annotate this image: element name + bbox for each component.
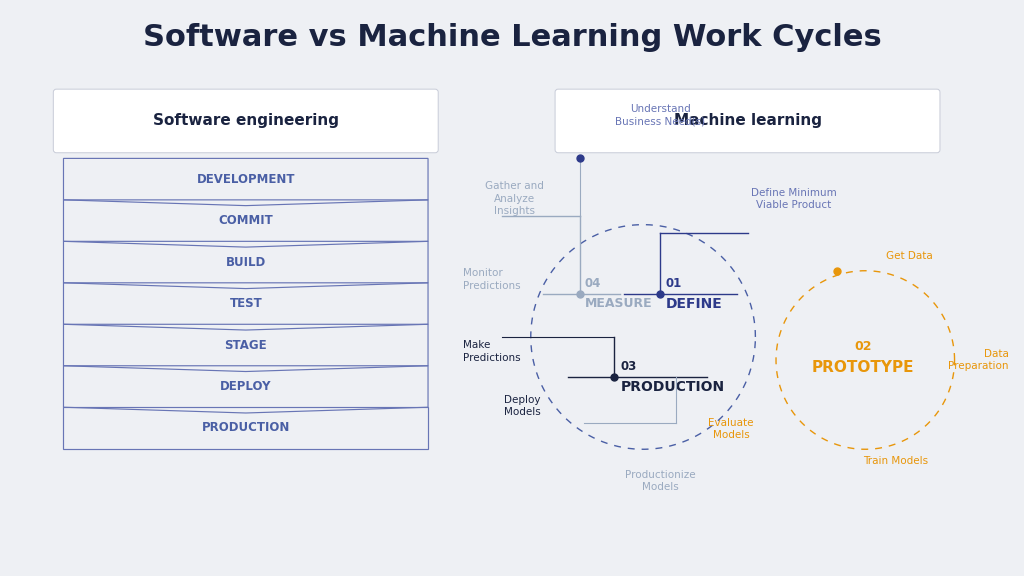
- Text: Understand
Business Need(s): Understand Business Need(s): [615, 104, 706, 126]
- Text: PROTOTYPE: PROTOTYPE: [812, 360, 914, 375]
- Text: PRODUCTION: PRODUCTION: [202, 422, 290, 434]
- Text: TEST: TEST: [229, 297, 262, 310]
- Text: DEPLOY: DEPLOY: [220, 380, 271, 393]
- Text: 03: 03: [621, 359, 637, 373]
- FancyBboxPatch shape: [53, 89, 438, 153]
- Text: MEASURE: MEASURE: [585, 297, 652, 310]
- Text: Make
Predictions: Make Predictions: [463, 340, 520, 362]
- Text: Monitor
Predictions: Monitor Predictions: [463, 268, 520, 290]
- Text: DEFINE: DEFINE: [666, 297, 722, 310]
- Text: STAGE: STAGE: [224, 339, 267, 351]
- FancyBboxPatch shape: [555, 89, 940, 153]
- Text: DEVELOPMENT: DEVELOPMENT: [197, 173, 295, 185]
- Text: BUILD: BUILD: [225, 256, 266, 268]
- Text: Software engineering: Software engineering: [153, 113, 339, 128]
- Text: Data
Preparation: Data Preparation: [948, 349, 1009, 371]
- Text: Gather and
Analyze
Insights: Gather and Analyze Insights: [484, 181, 544, 216]
- Text: Machine learning: Machine learning: [674, 113, 821, 128]
- Text: PRODUCTION: PRODUCTION: [621, 380, 725, 394]
- Text: Train Models: Train Models: [863, 456, 929, 466]
- Text: Evaluate
Models: Evaluate Models: [709, 418, 754, 440]
- Text: Get Data: Get Data: [886, 251, 933, 262]
- Text: 02: 02: [854, 339, 872, 353]
- Text: 01: 01: [666, 276, 682, 290]
- Text: Define Minimum
Viable Product: Define Minimum Viable Product: [751, 188, 837, 210]
- Text: Productionize
Models: Productionize Models: [626, 470, 695, 492]
- Text: Software vs Machine Learning Work Cycles: Software vs Machine Learning Work Cycles: [142, 23, 882, 52]
- Text: Deploy
Models: Deploy Models: [504, 395, 541, 417]
- Text: COMMIT: COMMIT: [218, 214, 273, 227]
- Text: 04: 04: [585, 276, 601, 290]
